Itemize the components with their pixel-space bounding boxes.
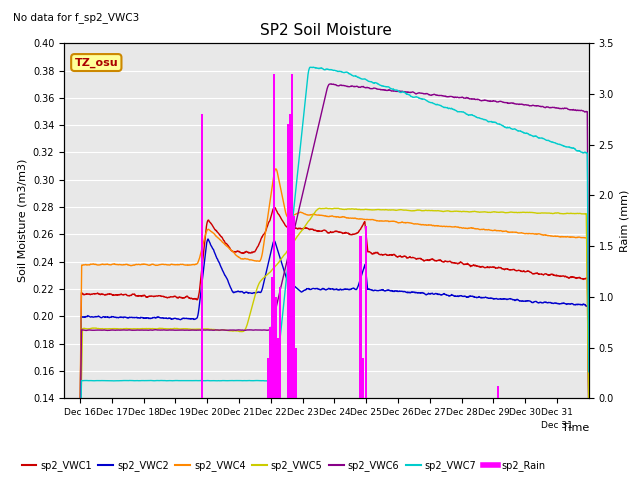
Bar	[275, 297, 277, 398]
Bar	[273, 73, 275, 398]
Y-axis label: Soil Moisture (m3/m3): Soil Moisture (m3/m3)	[17, 159, 27, 283]
Text: No data for f_sp2_VWC3: No data for f_sp2_VWC3	[13, 12, 139, 23]
Bar	[293, 216, 295, 398]
Bar	[359, 236, 362, 398]
Bar	[278, 287, 281, 398]
Bar	[271, 276, 273, 398]
Bar	[201, 114, 204, 398]
Bar	[497, 386, 499, 398]
Text: Dec 31: Dec 31	[541, 421, 573, 431]
Bar	[362, 358, 364, 398]
Y-axis label: Raim (mm): Raim (mm)	[620, 190, 630, 252]
Bar	[269, 327, 271, 398]
Text: TZ_osu: TZ_osu	[74, 58, 118, 68]
Bar	[289, 114, 292, 398]
Bar	[365, 226, 367, 398]
Bar	[287, 124, 289, 398]
X-axis label: Time: Time	[561, 423, 589, 432]
Bar	[294, 348, 297, 398]
Title: SP2 Soil Moisture: SP2 Soil Moisture	[260, 23, 392, 38]
Legend: sp2_VWC1, sp2_VWC2, sp2_VWC4, sp2_VWC5, sp2_VWC6, sp2_VWC7, sp2_Rain: sp2_VWC1, sp2_VWC2, sp2_VWC4, sp2_VWC5, …	[18, 456, 550, 475]
Bar	[267, 358, 269, 398]
Bar	[276, 337, 279, 398]
Bar	[291, 73, 294, 398]
